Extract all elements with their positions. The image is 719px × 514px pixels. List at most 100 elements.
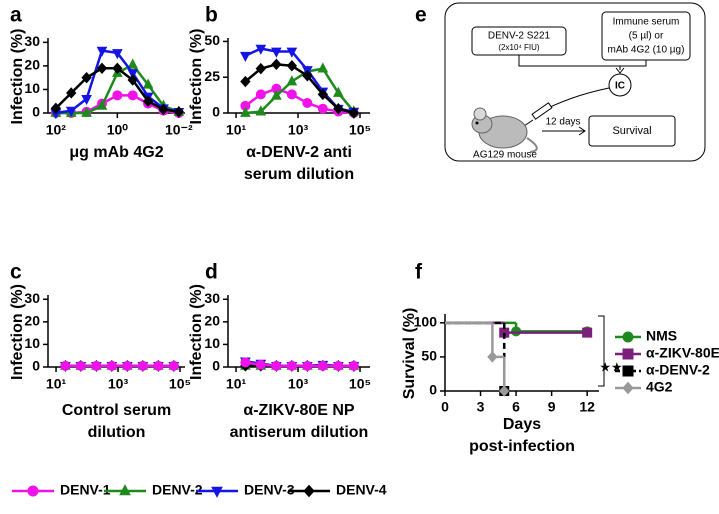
panel-label: b	[205, 4, 218, 27]
x-tick-label: 10³	[288, 376, 309, 392]
legend-marker	[119, 484, 131, 496]
marker	[255, 62, 266, 75]
y-tick-label: 0	[212, 358, 220, 374]
y-axis-label: Infection (%)	[9, 284, 26, 380]
serum-text: mAb 4G2 (10 µg)	[608, 45, 685, 56]
legend-marker	[622, 381, 634, 395]
marker	[271, 47, 282, 58]
panel-label: f	[415, 261, 423, 284]
legend-marker	[27, 485, 39, 497]
x-tick-label: 6	[512, 399, 520, 415]
mouse	[471, 107, 538, 153]
marker	[499, 327, 510, 338]
marker	[127, 69, 139, 80]
marker	[317, 62, 329, 73]
marker	[271, 360, 282, 371]
panel-label: a	[10, 4, 22, 27]
x-tick-label: 10⁵	[169, 376, 191, 392]
marker	[50, 102, 62, 114]
y-tick-label: 25	[204, 68, 220, 84]
x-tick-label: 10³	[288, 122, 309, 138]
x-axis-label: α-ZIKV-80E NP	[243, 402, 355, 419]
marker	[240, 75, 251, 88]
marker	[271, 58, 282, 71]
y-tick-label: 10	[24, 335, 40, 351]
series-line	[244, 47, 355, 113]
y-tick-label: 20	[24, 57, 40, 73]
marker	[168, 360, 179, 371]
y-tick-label: 20	[204, 313, 220, 329]
x-axis-label: Control serum	[62, 402, 171, 419]
y-tick-label: 0	[32, 104, 40, 120]
x-axis-label: α-DENV-2 anti	[246, 144, 352, 161]
y-axis-label: Survival (%)	[401, 308, 418, 400]
marker	[271, 89, 282, 100]
outcome-text: Survival	[612, 125, 651, 137]
x-tick-label: 10²	[46, 122, 67, 138]
legend-label: α-ZIKV-80E	[646, 345, 719, 361]
x-tick-label: 3	[477, 399, 485, 415]
x-tick-label: 10¹	[226, 376, 247, 392]
marker	[65, 106, 77, 117]
marker	[286, 60, 298, 72]
legend-marker	[622, 331, 634, 343]
y-tick-label: 100	[414, 314, 438, 330]
marker	[173, 106, 185, 118]
legend-marker	[622, 365, 634, 377]
x-axis-label: μg mAb 4G2	[69, 144, 163, 161]
x-tick-label: 10⁵	[349, 376, 371, 392]
x-tick-label: 10⁰	[107, 122, 129, 138]
marker	[333, 103, 344, 115]
marker	[158, 103, 169, 116]
virus-text: (2x10⁴ FIU)	[498, 43, 540, 52]
marker	[286, 89, 297, 100]
marker	[302, 360, 313, 371]
marker	[96, 46, 108, 57]
serum-text: (5 µl) or	[629, 31, 664, 42]
y-tick-label: 30	[204, 290, 220, 306]
marker	[255, 359, 266, 370]
marker	[317, 103, 328, 114]
marker	[255, 44, 267, 55]
marker	[96, 99, 108, 110]
marker	[499, 385, 510, 397]
marker	[333, 86, 344, 97]
marker	[255, 105, 267, 116]
marker	[255, 89, 266, 100]
x-tick-label: 10³	[108, 376, 129, 392]
marker	[81, 94, 92, 106]
x-tick-label: 10¹	[226, 122, 247, 138]
ic-circle	[608, 73, 632, 97]
x-axis-label: dilution	[88, 424, 146, 441]
marker	[112, 62, 123, 74]
marker	[286, 75, 298, 86]
y-tick-label: 0	[32, 358, 40, 374]
marker	[142, 95, 154, 107]
interval-text: 12 days	[545, 117, 580, 128]
marker	[127, 58, 139, 69]
marker	[122, 360, 133, 371]
y-axis-label: Infection (%)	[9, 29, 26, 125]
marker	[317, 88, 329, 101]
marker	[240, 357, 251, 368]
marker	[142, 78, 154, 89]
marker	[317, 360, 328, 371]
marker	[127, 90, 138, 101]
virus-text: DENV-2 S221	[488, 31, 551, 42]
legend-label: 4G2	[646, 379, 673, 395]
y-tick-label: 50	[204, 32, 220, 48]
y-tick-label: 10	[24, 80, 40, 96]
marker	[302, 70, 313, 82]
legend-label: DENV-1	[60, 482, 111, 498]
panel-label: e	[415, 4, 427, 27]
y-tick-label: 30	[24, 33, 40, 49]
marker	[106, 360, 117, 371]
marker	[240, 51, 251, 62]
x-tick-label: 0	[441, 399, 449, 415]
legend-label: DENV-3	[244, 482, 295, 498]
marker	[582, 327, 593, 338]
marker	[75, 360, 86, 371]
marker	[333, 360, 344, 371]
significance-bracket	[598, 315, 605, 387]
